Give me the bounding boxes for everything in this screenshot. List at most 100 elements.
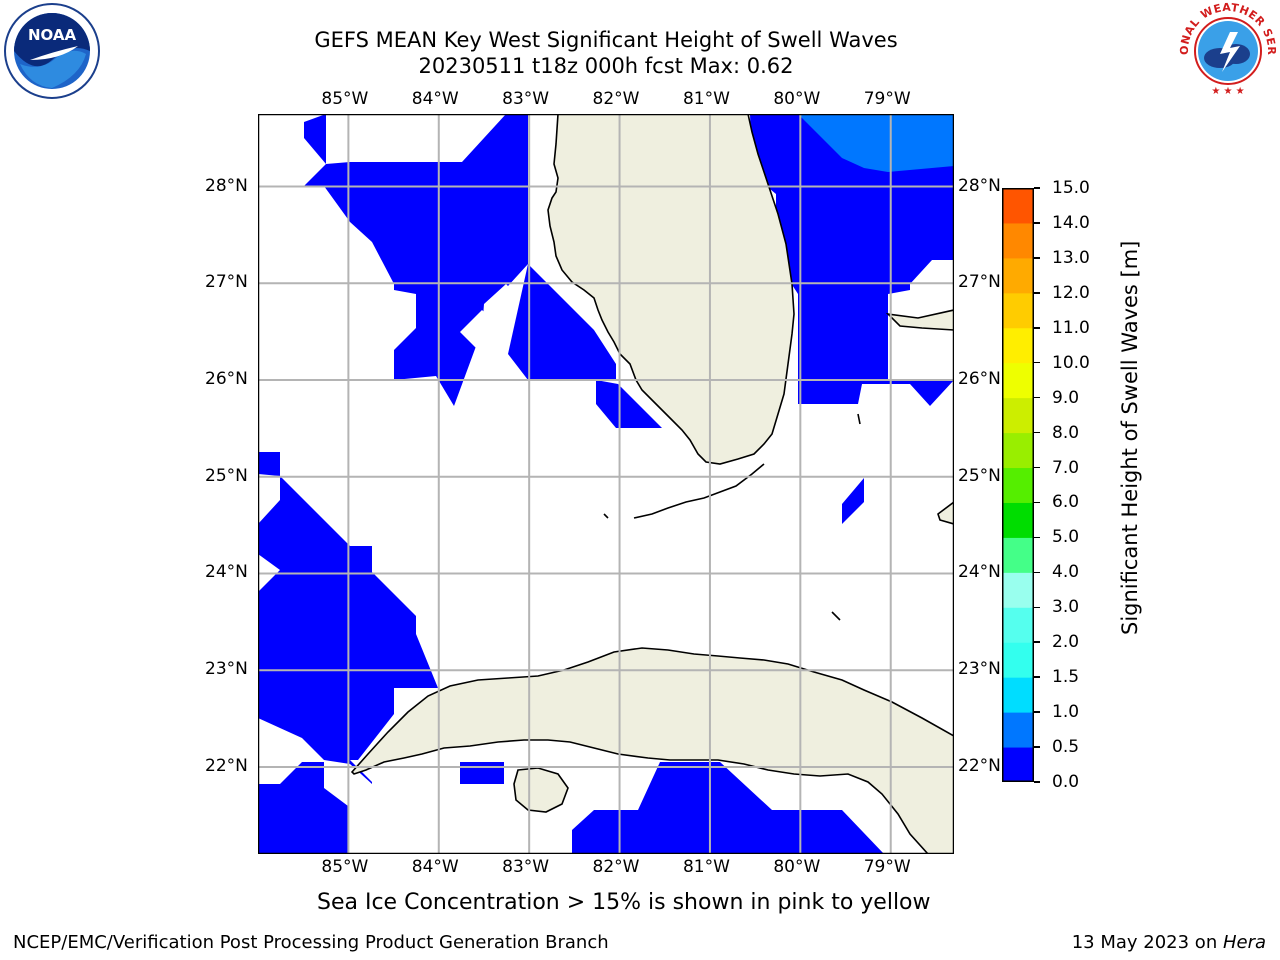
colorbar-tick-label: 9.0 <box>1052 387 1080 408</box>
lat-tick-label: 28°N <box>958 175 1001 196</box>
colorbar-tick-label: 15.0 <box>1052 178 1090 198</box>
swell-field-mid <box>798 114 954 172</box>
colorbar-swatch <box>1002 572 1034 608</box>
colorbar-swatch <box>1002 502 1034 538</box>
colorbar-swatch <box>1002 257 1034 294</box>
svg-text:NOAA: NOAA <box>28 26 77 44</box>
lon-tick-label: 79°W <box>863 857 911 877</box>
colorbar-tick-label: 12.0 <box>1052 282 1090 303</box>
colorbar-tick-mark <box>1034 536 1040 539</box>
nws-logo: NATIONAL WEATHER SERVICE ★ ★ ★ <box>1176 2 1278 98</box>
swell-field-gap <box>460 310 506 354</box>
colorbar-tick-label: 13.0 <box>1052 247 1090 268</box>
lon-tick-label: 83°W <box>502 89 550 109</box>
lat-tick-label: 23°N <box>958 659 1001 680</box>
colorbar-tick-label: 7.0 <box>1052 457 1080 478</box>
colorbar-tick-label: 0.5 <box>1052 737 1080 758</box>
lat-tick-label: 24°N <box>205 562 248 583</box>
colorbar-tick-label: 11.0 <box>1052 317 1090 338</box>
colorbar-tick-label: 2.0 <box>1052 632 1080 653</box>
colorbar-tick-mark <box>1034 676 1040 678</box>
colorbar-tick-mark <box>1034 431 1040 434</box>
lon-tick-label: 82°W <box>592 857 640 877</box>
sea-ice-note: Sea Ice Concentration > 15% is shown in … <box>317 890 931 915</box>
footer-date: 13 May 2023 on Hera <box>1071 932 1266 953</box>
lat-tick-label: 26°N <box>205 369 248 389</box>
colorbar-swatch <box>1002 467 1034 503</box>
lon-tick-label: 81°W <box>682 89 730 109</box>
lat-tick-label: 24°N <box>958 562 1001 583</box>
lon-tick-label: 85°W <box>321 89 369 109</box>
map-title: GEFS MEAN Key West Significant Height of… <box>314 28 898 52</box>
lat-tick-label: 27°N <box>205 272 248 293</box>
lat-tick-label: 26°N <box>958 369 1001 389</box>
colorbar-tick-mark <box>1034 257 1040 259</box>
colorbar-tick-label: 1.5 <box>1052 667 1080 688</box>
noaa-logo: NOAA <box>4 3 100 99</box>
colorbar-tick-label: 1.0 <box>1052 702 1080 723</box>
colorbar-tick-label: 3.0 <box>1052 597 1080 618</box>
colorbar-tick-mark <box>1034 466 1040 469</box>
colorbar <box>1002 188 1034 782</box>
colorbar-swatch <box>1002 327 1034 364</box>
colorbar-tick-mark <box>1034 711 1040 713</box>
colorbar-swatch <box>1002 537 1034 573</box>
lon-tick-label: 82°W <box>592 89 640 109</box>
florida-land <box>547 114 795 465</box>
lat-tick-label: 28°N <box>205 175 248 196</box>
map-subtitle: 20230511 t18z 000h fcst Max: 0.62 <box>418 54 794 78</box>
lon-tick-label: 84°W <box>411 857 459 877</box>
lat-tick-label: 25°N <box>205 465 248 486</box>
colorbar-tick-mark <box>1034 292 1040 294</box>
colorbar-tick-label: 8.0 <box>1052 422 1080 443</box>
lat-tick-label: 22°N <box>958 755 1001 776</box>
colorbar-tick-label: 4.0 <box>1052 562 1080 583</box>
colorbar-tick-mark <box>1034 781 1040 783</box>
colorbar-title: Significant Height of Swell Waves [m] <box>1118 240 1142 635</box>
isle-of-youth <box>513 767 569 813</box>
lat-tick-label: 25°N <box>958 465 1001 486</box>
colorbar-tick-mark <box>1034 571 1040 574</box>
colorbar-tick-mark <box>1034 396 1040 399</box>
graticule <box>258 114 954 854</box>
bahamas-land <box>885 309 954 331</box>
colorbar-tick-label: 6.0 <box>1052 492 1080 513</box>
colorbar-swatch <box>1002 292 1034 329</box>
lat-tick-label: 23°N <box>205 659 248 680</box>
lon-tick-label: 80°W <box>773 857 821 877</box>
lon-tick-label: 81°W <box>682 857 730 877</box>
colorbar-tick-mark <box>1034 746 1040 748</box>
colorbar-swatch <box>1002 607 1034 643</box>
colorbar-tick-mark <box>1034 327 1040 329</box>
lon-tick-label: 84°W <box>411 89 459 109</box>
footer-credit: NCEP/EMC/Verification Post Processing Pr… <box>13 932 609 953</box>
colorbar-swatch <box>1002 747 1034 782</box>
colorbar-swatch <box>1002 712 1034 748</box>
colorbar-swatch <box>1002 432 1034 469</box>
colorbar-swatch <box>1002 188 1034 224</box>
svg-text:★ ★ ★: ★ ★ ★ <box>1211 86 1244 97</box>
colorbar-tick-mark <box>1034 187 1040 189</box>
colorbar-tick-mark <box>1034 222 1040 224</box>
colorbar-swatch <box>1002 642 1034 678</box>
colorbar-tick-label: 0.0 <box>1052 772 1080 792</box>
swell-height-map <box>258 114 954 854</box>
lon-tick-label: 79°W <box>863 89 911 109</box>
colorbar-tick-mark <box>1034 501 1040 504</box>
colorbar-tick-label: 10.0 <box>1052 352 1090 373</box>
lon-tick-label: 83°W <box>502 857 550 877</box>
colorbar-swatch <box>1002 677 1034 713</box>
colorbar-tick-label: 5.0 <box>1052 527 1080 548</box>
colorbar-tick-mark <box>1034 606 1040 609</box>
lon-tick-label: 80°W <box>773 89 821 109</box>
florida-keys <box>633 463 765 519</box>
lat-tick-label: 22°N <box>205 755 248 776</box>
colorbar-swatch <box>1002 222 1034 259</box>
lon-tick-label: 85°W <box>321 857 369 877</box>
colorbar-swatch <box>1002 397 1034 434</box>
colorbar-tick-label: 14.0 <box>1052 212 1090 233</box>
colorbar-tick-mark <box>1034 361 1040 364</box>
lat-tick-label: 27°N <box>958 272 1001 293</box>
colorbar-tick-mark <box>1034 641 1040 643</box>
colorbar-swatch <box>1002 362 1034 399</box>
